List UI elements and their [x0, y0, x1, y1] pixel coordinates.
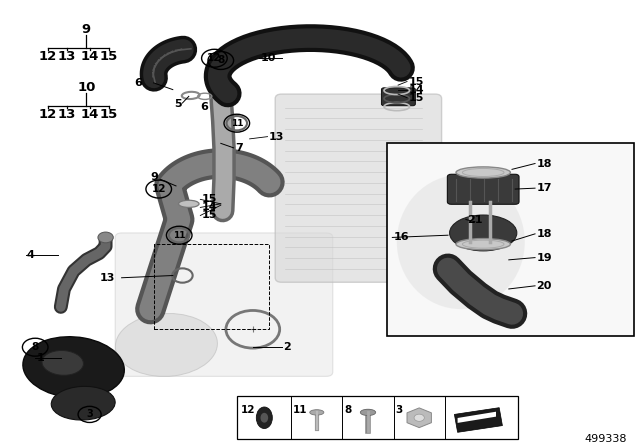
Text: 12: 12: [241, 405, 255, 414]
Text: 14: 14: [81, 49, 99, 63]
Text: 15: 15: [202, 194, 217, 204]
Text: 14: 14: [81, 108, 99, 121]
Text: 9: 9: [150, 172, 158, 182]
Text: 19: 19: [536, 253, 552, 263]
Text: 6: 6: [134, 78, 142, 88]
Ellipse shape: [23, 337, 124, 398]
Ellipse shape: [256, 407, 273, 428]
Text: 21: 21: [467, 215, 483, 224]
Text: 11: 11: [230, 119, 243, 128]
Text: 15: 15: [100, 49, 118, 63]
Ellipse shape: [449, 215, 517, 251]
Circle shape: [98, 232, 113, 243]
Ellipse shape: [51, 386, 115, 420]
FancyBboxPatch shape: [381, 88, 415, 106]
Polygon shape: [458, 412, 496, 423]
Ellipse shape: [179, 200, 199, 207]
FancyBboxPatch shape: [237, 396, 518, 439]
Text: 13: 13: [269, 132, 284, 142]
Text: 499338: 499338: [585, 434, 627, 444]
Text: 6: 6: [200, 102, 208, 112]
Text: 10: 10: [261, 53, 276, 63]
FancyBboxPatch shape: [417, 149, 463, 254]
Text: 8: 8: [217, 56, 225, 65]
Ellipse shape: [310, 409, 324, 415]
Text: 20: 20: [536, 281, 552, 291]
Text: 8: 8: [31, 342, 39, 352]
Text: 2: 2: [283, 342, 291, 352]
Text: 8: 8: [344, 405, 351, 414]
Text: 11: 11: [173, 231, 186, 240]
Text: 13: 13: [58, 108, 76, 121]
Text: 17: 17: [536, 183, 552, 193]
FancyBboxPatch shape: [115, 233, 333, 376]
Text: 15: 15: [408, 77, 424, 86]
Circle shape: [414, 414, 424, 421]
Text: 12: 12: [152, 184, 166, 194]
Text: 14: 14: [408, 85, 424, 95]
Ellipse shape: [42, 350, 83, 375]
Text: 4: 4: [27, 250, 35, 260]
Ellipse shape: [456, 167, 511, 178]
Text: 9: 9: [82, 22, 91, 36]
Text: 10: 10: [77, 81, 95, 94]
Text: 15: 15: [408, 93, 424, 103]
Ellipse shape: [456, 238, 511, 250]
FancyBboxPatch shape: [447, 174, 519, 204]
Text: 15: 15: [100, 108, 118, 121]
Text: 7: 7: [236, 143, 243, 153]
Text: 12: 12: [39, 49, 57, 63]
Text: 12: 12: [207, 53, 221, 63]
FancyBboxPatch shape: [387, 143, 634, 336]
Ellipse shape: [360, 409, 376, 416]
Ellipse shape: [397, 175, 525, 309]
Text: 14: 14: [202, 202, 217, 212]
Text: 5: 5: [174, 99, 182, 109]
Text: 11: 11: [293, 405, 308, 414]
Text: 3: 3: [395, 405, 402, 414]
Text: 1: 1: [37, 353, 45, 363]
Text: 18: 18: [536, 159, 552, 168]
Text: 13: 13: [58, 49, 76, 63]
Ellipse shape: [115, 314, 218, 376]
Text: 12: 12: [39, 108, 57, 121]
Polygon shape: [454, 408, 502, 432]
Text: 15: 15: [202, 211, 217, 220]
Text: 16: 16: [394, 233, 409, 242]
Text: 13: 13: [99, 273, 115, 283]
Text: 18: 18: [536, 229, 552, 239]
Text: 3: 3: [86, 409, 93, 419]
FancyBboxPatch shape: [275, 94, 442, 282]
Ellipse shape: [260, 413, 268, 423]
